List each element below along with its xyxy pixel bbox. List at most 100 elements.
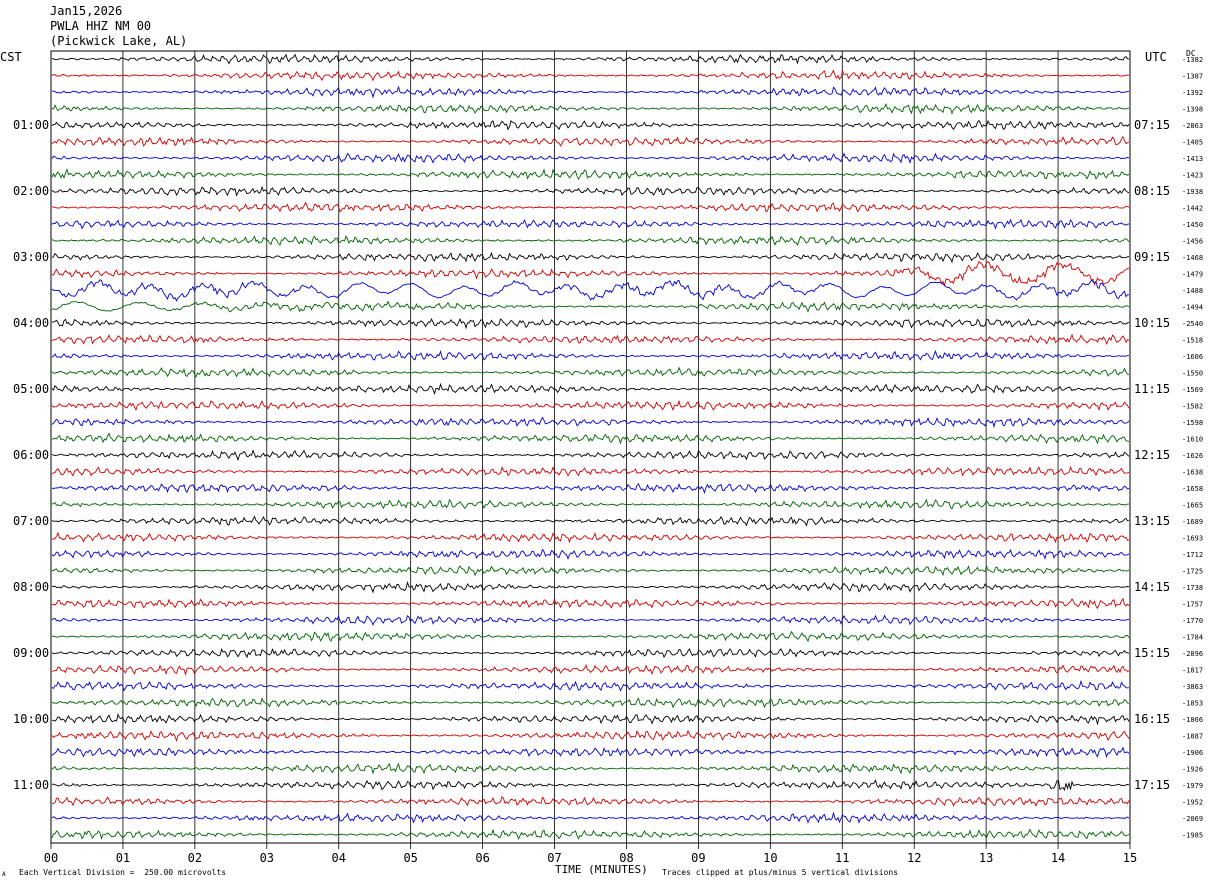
x-axis-title: TIME (MINUTES) xyxy=(555,863,648,876)
seismic-trace xyxy=(51,482,1130,495)
seismic-trace xyxy=(51,333,1130,346)
seismic-trace xyxy=(51,465,1130,477)
seismic-trace xyxy=(51,564,1130,577)
seismic-trace xyxy=(51,713,1130,726)
division-note: Each Vertical Division = 250.00 microvol… xyxy=(19,868,227,877)
seismic-trace xyxy=(51,762,1130,775)
x-tick-label: 13 xyxy=(979,851,993,865)
seismic-trace xyxy=(51,795,1130,807)
dc-offset-label: -1569 xyxy=(1182,386,1203,394)
x-tick-label: 00 xyxy=(44,851,58,865)
seismic-trace xyxy=(51,779,1130,792)
x-tick-label: 12 xyxy=(907,851,921,865)
dc-offset-label: -1606 xyxy=(1182,353,1203,361)
dc-offset-label: -1413 xyxy=(1182,155,1203,163)
dc-offset-label: -3863 xyxy=(1182,683,1203,691)
dc-offset-label: -1926 xyxy=(1182,766,1203,774)
dc-offset-label: -1938 xyxy=(1182,188,1203,196)
left-hour-label: 05:00 xyxy=(13,382,49,396)
right-hour-label: 08:15 xyxy=(1134,184,1170,198)
seismic-trace xyxy=(51,235,1130,247)
left-hour-label: 04:00 xyxy=(13,316,49,330)
x-tick-label: 08 xyxy=(619,851,633,865)
seismic-trace xyxy=(51,279,1130,302)
seismic-trace xyxy=(51,69,1130,82)
dc-offset-label: -1784 xyxy=(1182,634,1203,642)
x-tick-label: 11 xyxy=(835,851,849,865)
dc-offset-label: -1387 xyxy=(1182,73,1203,81)
dc-offset-label: -1442 xyxy=(1182,205,1203,213)
seismic-trace xyxy=(51,218,1130,230)
dc-offset-label: -1693 xyxy=(1182,535,1203,543)
right-hour-label: 15:15 xyxy=(1134,646,1170,660)
seismic-trace xyxy=(51,515,1130,527)
dc-offset-label: -1887 xyxy=(1182,733,1203,741)
seismic-trace xyxy=(51,119,1130,131)
dc-offset-label: -1738 xyxy=(1182,584,1203,592)
seismic-trace xyxy=(51,498,1129,510)
seismic-trace xyxy=(51,317,1130,330)
dc-offset-label: -1658 xyxy=(1182,485,1203,493)
left-timezone-label: CST xyxy=(0,50,22,64)
plot-frame xyxy=(50,50,1131,844)
left-hour-label: 03:00 xyxy=(13,250,49,264)
seismic-trace xyxy=(51,614,1130,626)
dc-offset-label: -1638 xyxy=(1182,469,1203,477)
x-tick-label: 01 xyxy=(116,851,130,865)
dc-offset-label: -1518 xyxy=(1182,337,1203,345)
dc-offset-label: -1626 xyxy=(1182,452,1203,460)
dc-offset-label: -1689 xyxy=(1182,518,1203,526)
corner-mark: A xyxy=(2,871,6,878)
dc-offset-label: -1770 xyxy=(1182,617,1203,625)
left-hour-label: 09:00 xyxy=(13,646,49,660)
right-hour-label: 13:15 xyxy=(1134,514,1170,528)
seismic-trace xyxy=(51,828,1130,840)
left-hour-label: 01:00 xyxy=(13,118,49,132)
seismic-trace xyxy=(51,416,1130,429)
x-tick-label: 10 xyxy=(763,851,777,865)
dc-offset-label: -1423 xyxy=(1182,172,1203,180)
dc-offset-label: -1582 xyxy=(1182,403,1203,411)
left-hour-label: 07:00 xyxy=(13,514,49,528)
seismic-trace xyxy=(51,185,1130,197)
seismic-trace xyxy=(51,449,1130,462)
seismic-trace xyxy=(51,663,1130,676)
dc-offset-label: -1456 xyxy=(1182,238,1203,246)
right-hour-label: 17:15 xyxy=(1134,778,1170,792)
seismic-trace xyxy=(51,679,1130,692)
seismic-trace xyxy=(51,548,1130,560)
header-location: (Pickwick Lake, AL) xyxy=(50,34,188,48)
left-hour-label: 06:00 xyxy=(13,448,49,462)
x-tick-label: 03 xyxy=(260,851,274,865)
dc-offset-label: -1979 xyxy=(1182,782,1203,790)
left-hour-label: 10:00 xyxy=(13,712,49,726)
header-date: Jan15,2026 xyxy=(50,4,123,18)
dc-offset-label: -1866 xyxy=(1182,716,1203,724)
x-tick-label: 06 xyxy=(475,851,489,865)
x-tick-label: 04 xyxy=(332,851,346,865)
x-tick-label: 14 xyxy=(1051,851,1065,865)
header-station: PWLA HHZ NM 00 xyxy=(50,19,152,33)
left-hour-label: 11:00 xyxy=(13,778,49,792)
dc-offset-label: -1494 xyxy=(1182,304,1203,312)
dc-offset-label: -1853 xyxy=(1182,700,1203,708)
dc-offset-label: -1382 xyxy=(1182,56,1203,64)
seismic-trace xyxy=(51,53,1130,65)
seismic-trace xyxy=(51,432,1130,445)
seismic-trace xyxy=(51,300,1130,313)
dc-offset-label: -1468 xyxy=(1182,254,1203,262)
dc-offset-label: -1610 xyxy=(1182,436,1203,444)
dc-offset-label: -2069 xyxy=(1182,815,1203,823)
dc-offset-label: -1450 xyxy=(1182,221,1203,229)
right-hour-label: 10:15 xyxy=(1134,316,1170,330)
seismic-trace xyxy=(51,597,1130,610)
right-hour-label: 09:15 xyxy=(1134,250,1170,264)
x-tick-label: 07 xyxy=(547,851,561,865)
seismic-trace xyxy=(51,349,1130,361)
dc-offset-label: -2863 xyxy=(1182,122,1203,130)
right-hour-label: 16:15 xyxy=(1134,712,1170,726)
right-hour-label: 12:15 xyxy=(1134,448,1170,462)
clip-note: Traces clipped at plus/minus 5 vertical … xyxy=(662,868,899,877)
right-hour-label: 14:15 xyxy=(1134,580,1170,594)
seismic-trace xyxy=(51,746,1130,758)
